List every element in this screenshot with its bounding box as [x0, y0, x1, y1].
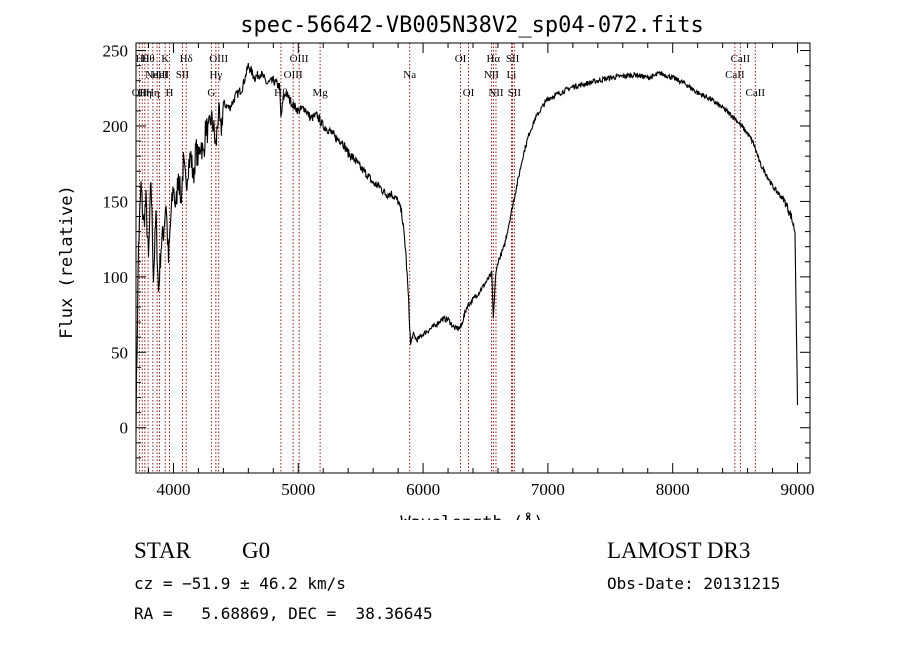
line-label-29: CaII [746, 87, 766, 99]
x-tick-label-1: 5000 [281, 480, 315, 499]
line-label-17: Mg [312, 87, 328, 99]
y-tick-label-2: 100 [103, 268, 129, 287]
line-label-13: OIII [209, 53, 228, 65]
spectrum-chart: OIIHθHηHθHηNeIIIHeIKHSIIHδGHγOIIIHβOIIIO… [57, 13, 815, 520]
x-tick-label-5: 9000 [781, 480, 815, 499]
line-label-26: SII [508, 87, 522, 99]
line-label-28: CaII [731, 53, 751, 65]
line-label-24: Li [507, 69, 517, 81]
coordinates: RA = 5.68869, DEC = 38.36645 [134, 604, 433, 623]
line-markers [138, 43, 756, 473]
redshift-readout: cz = −51.9 ± 46.2 km/s [134, 574, 346, 593]
line-label-19: OI [455, 53, 467, 65]
line-label-15: OIII [284, 69, 303, 81]
obs-date: Obs-Date: 20131215 [607, 574, 781, 593]
x-axis-label: Wavelength (Å) [400, 511, 543, 520]
line-label-6: HeI [151, 69, 168, 81]
line-label-25: SII [506, 53, 520, 65]
y-tick-label-0: 0 [120, 419, 129, 438]
line-label-3: Hθ [141, 53, 154, 65]
line-label-18: Na [403, 69, 416, 81]
y-tick-label-4: 200 [103, 117, 129, 136]
subclass: G0 [242, 538, 271, 563]
line-label-12: Hγ [209, 69, 222, 81]
y-tick-label-3: 150 [103, 192, 129, 211]
x-tick-label-2: 6000 [406, 480, 440, 499]
x-ticks: 4000 5000 6000 7000 8000 9000 [147, 43, 815, 499]
line-label-5: NeIII [145, 69, 169, 81]
plot-frame [135, 42, 811, 474]
line-label-8: H [165, 87, 173, 99]
y-tick-label-1: 50 [111, 343, 128, 362]
line-label-20: OI [463, 87, 475, 99]
line-labels: OIIHθHηHθHηNeIIIHeIKHSIIHδGHγOIIIHβOIIIO… [132, 53, 766, 99]
line-label-1: Hθ [136, 53, 149, 65]
line-label-4: Hη [146, 87, 160, 99]
line-label-16: OIII [290, 53, 309, 65]
y-tick-label-5: 250 [103, 42, 129, 61]
line-label-9: SII [176, 69, 190, 81]
x-tick-label-3: 7000 [531, 480, 565, 499]
line-label-23: NII [488, 87, 504, 99]
object-class: STAR [134, 538, 191, 563]
line-label-21: NII [484, 69, 500, 81]
line-label-10: Hδ [180, 53, 193, 65]
line-label-11: G [207, 87, 215, 99]
x-tick-label-0: 4000 [156, 480, 190, 499]
y-ticks: 0 50 100 150 200 250 [103, 42, 810, 459]
line-label-27: CaII [725, 69, 745, 81]
spectrum-line [135, 63, 799, 434]
x-tick-label-4: 8000 [656, 480, 690, 499]
y-axis-label: Flux (relative) [57, 185, 77, 339]
line-label-22: Hα [486, 53, 500, 65]
line-label-2: Hη [138, 87, 152, 99]
survey-name: LAMOST DR3 [607, 538, 751, 563]
line-label-7: K [161, 53, 169, 65]
chart-title: spec-56642-VB005N38V2_sp04-072.fits [240, 13, 704, 38]
